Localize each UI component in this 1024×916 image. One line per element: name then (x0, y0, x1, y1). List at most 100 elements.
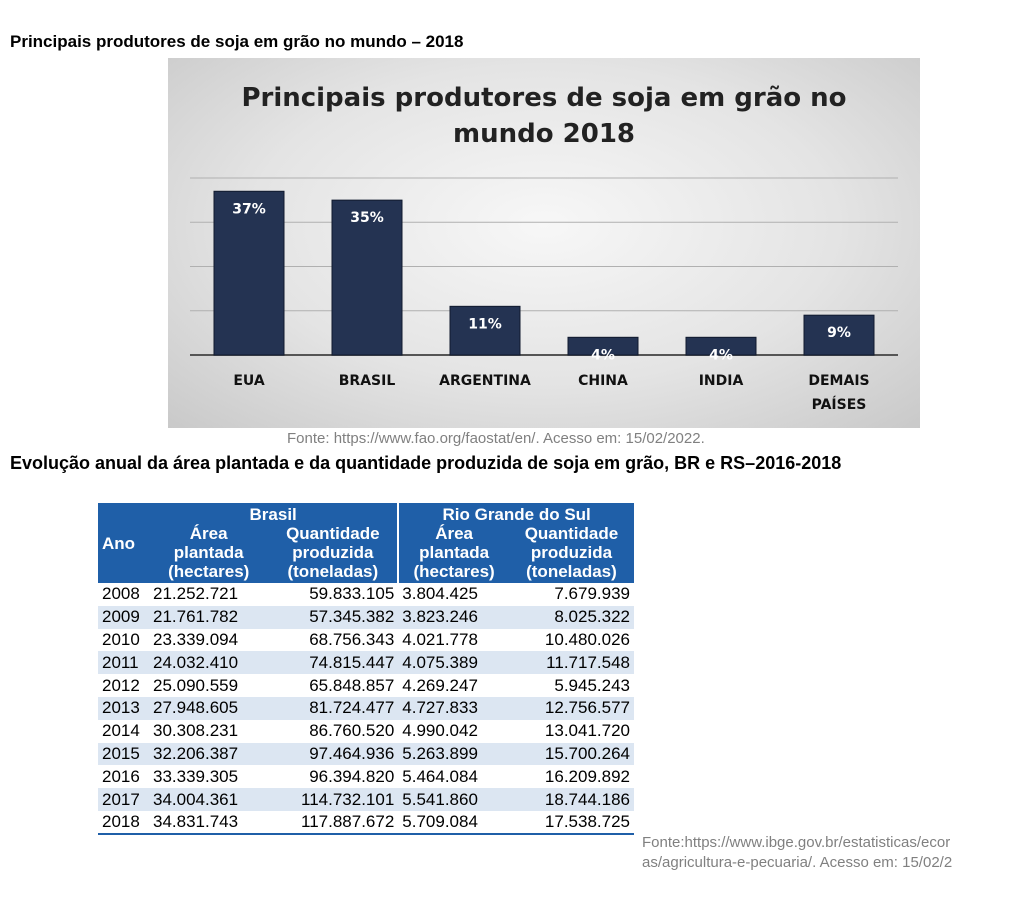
cell-br-area: 32.206.387 (149, 742, 269, 766)
cell-br-area: 23.339.094 (149, 628, 269, 652)
col-header-br-qtd: Quantidade produzida (toneladas) (268, 524, 399, 583)
table-row: 2016 33.339.305 96.394.820 5.464.084 16.209.… (98, 765, 634, 789)
cell-rs-qtd: 7.679.939 (508, 583, 634, 606)
cell-br-area: 34.004.361 (149, 788, 269, 811)
cell-ano: 2011 (98, 651, 149, 675)
col-header-rs-qtd: Quantidade produzida (toneladas) (508, 524, 634, 583)
col-header-rs-area: Área plantada (hectares) (397, 524, 509, 583)
cell-br-area: 25.090.559 (149, 674, 269, 697)
table-row: 2014 30.308.231 86.760.520 4.990.042 13.041.… (98, 719, 634, 743)
cell-rs-qtd: 10.480.026 (508, 628, 634, 652)
category-label: BRASIL (339, 373, 396, 389)
category-label: CHINA (578, 373, 628, 389)
cell-br-qtd: 114.732.101 (268, 788, 399, 811)
data-label: 11% (468, 316, 502, 332)
table-row: 2018 34.831.743 117.887.672 5.709.084 17.538… (98, 810, 634, 835)
cell-ano: 2015 (98, 742, 149, 766)
br-area-l2: plantada (173, 543, 244, 562)
category-label: ARGENTINA (439, 373, 531, 389)
chart-title: Principais produtores de soja em grão no… (168, 80, 920, 152)
table-source-line-2: as/agricultura-e-pecuaria/. Acesso em: 1… (642, 854, 953, 871)
cell-ano: 2013 (98, 696, 149, 720)
data-label: 4% (709, 347, 733, 363)
rs-qtd-l2: produzida (530, 543, 613, 562)
table-row: 2008 21.252.721 59.833.105 3.804.425 7.679.9… (98, 583, 634, 606)
br-qtd-l2: produzida (292, 543, 374, 562)
cell-rs-qtd: 17.538.725 (508, 810, 634, 835)
rs-area-l2: plantada (419, 543, 490, 562)
cell-rs-qtd: 16.209.892 (508, 765, 634, 789)
table-row: 2013 27.948.605 81.724.477 4.727.833 12.756.… (98, 696, 634, 720)
cell-br-area: 24.032.410 (149, 651, 269, 675)
bar-china (567, 336, 639, 356)
rs-area-l1: Área (435, 524, 473, 543)
cell-rs-area: 5.263.899 (398, 742, 509, 766)
br-area-l1: Área (189, 524, 228, 543)
cell-ano: 2014 (98, 719, 149, 743)
cell-rs-area: 3.804.425 (398, 583, 509, 606)
br-qtd-l3: (toneladas) (287, 562, 379, 581)
cell-rs-qtd: 15.700.264 (508, 742, 634, 766)
table-source: Fonte:https://www.ibge.gov.br/estatistic… (642, 833, 952, 873)
br-area-l3: (hectares) (168, 562, 250, 581)
bar-eua (213, 190, 285, 356)
cell-rs-area: 4.075.389 (398, 651, 509, 675)
group-header-rs: Rio Grande do Sul (397, 503, 634, 524)
cell-br-area: 21.761.782 (149, 605, 269, 629)
category-label: INDIA (699, 373, 744, 389)
bar-brasil (331, 199, 403, 356)
cell-br-qtd: 57.345.382 (268, 605, 399, 629)
cell-rs-area: 5.464.084 (398, 765, 509, 789)
cell-rs-qtd: 18.744.186 (508, 788, 634, 811)
cell-br-area: 27.948.605 (149, 696, 269, 720)
chart-title-line-2: mundo 2018 (453, 119, 635, 149)
bar-chart: Principais produtores de soja em grão no… (168, 58, 920, 428)
cell-rs-area: 3.823.246 (398, 605, 509, 629)
cell-ano: 2008 (98, 583, 149, 606)
data-label: 9% (827, 325, 851, 341)
soy-table: Ano Brasil Rio Grande do Sul Área planta… (98, 503, 634, 835)
cell-br-qtd: 59.833.105 (268, 583, 399, 606)
cell-ano: 2012 (98, 674, 149, 697)
br-qtd-l1: Quantidade (286, 524, 380, 543)
cell-br-qtd: 117.887.672 (268, 810, 399, 835)
chart-title-line-1: Principais produtores de soja em grão no (241, 83, 847, 113)
cell-br-qtd: 86.760.520 (268, 719, 399, 743)
cell-rs-area: 4.990.042 (398, 719, 509, 743)
table-row: 2015 32.206.387 97.464.936 5.263.899 15.700.… (98, 742, 634, 766)
cell-ano: 2009 (98, 605, 149, 629)
cell-br-area: 21.252.721 (149, 583, 269, 606)
bar-india (685, 336, 757, 356)
cell-rs-qtd: 12.756.577 (508, 696, 634, 720)
chart-section-heading: Principais produtores de soja em grão no… (10, 32, 464, 51)
bar-demais-países (803, 314, 875, 356)
cell-rs-qtd: 8.025.322 (508, 605, 634, 629)
cell-br-area: 30.308.231 (149, 719, 269, 743)
cell-br-area: 34.831.743 (149, 810, 269, 835)
data-label: 37% (232, 201, 266, 217)
cell-rs-area: 4.269.247 (398, 674, 509, 697)
data-label: 35% (350, 210, 384, 226)
table-section-heading: Evolução anual da área plantada e da qua… (10, 453, 842, 473)
cell-br-qtd: 68.756.343 (268, 628, 399, 652)
cell-br-qtd: 65.848.857 (268, 674, 399, 697)
group-header-brasil: Brasil (149, 503, 399, 524)
cell-ano: 2016 (98, 765, 149, 789)
cell-rs-area: 4.727.833 (398, 696, 509, 720)
col-header-ano: Ano (98, 503, 149, 583)
table-row: 2017 34.004.361 114.732.101 5.541.860 18.744… (98, 788, 634, 811)
bar-argentina (449, 305, 521, 356)
rs-qtd-l3: (toneladas) (526, 562, 617, 581)
category-label: EUA (233, 373, 265, 389)
cell-rs-area: 5.541.860 (398, 788, 509, 811)
col-header-br-area: Área plantada (hectares) (149, 524, 269, 583)
rs-area-l3: (hectares) (413, 562, 495, 581)
cell-br-qtd: 96.394.820 (268, 765, 399, 789)
category-label: PAÍSES (812, 396, 867, 413)
cell-rs-area: 5.709.084 (398, 810, 509, 835)
cell-ano: 2018 (98, 810, 149, 835)
cell-br-area: 33.339.305 (149, 765, 269, 789)
cell-ano: 2017 (98, 788, 149, 811)
table-source-line-1: Fonte:https://www.ibge.gov.br/estatistic… (642, 834, 951, 851)
cell-br-qtd: 97.464.936 (268, 742, 399, 766)
